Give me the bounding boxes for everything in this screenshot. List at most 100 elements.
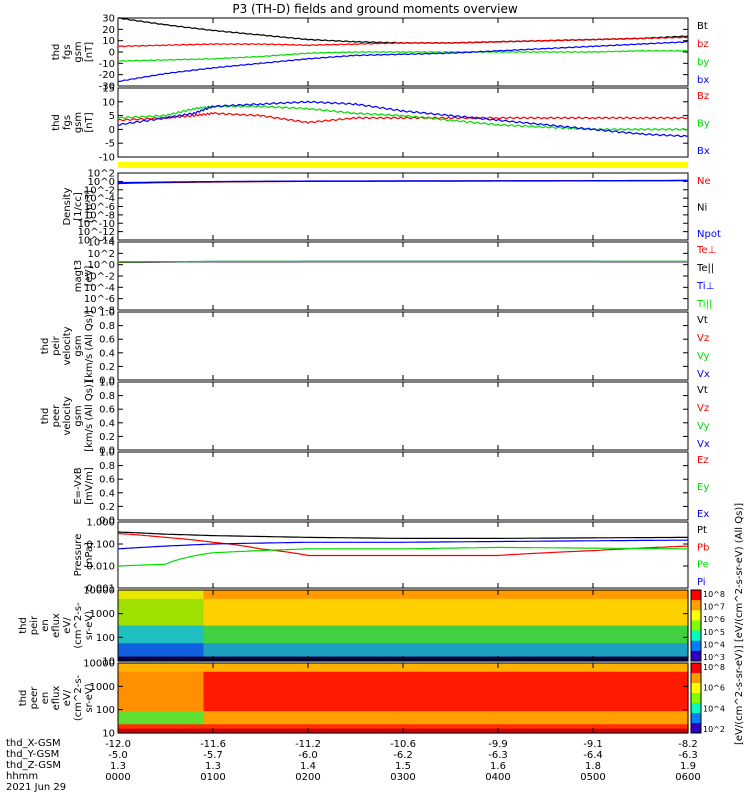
xaxis-x_gsm-value: -11.6 [200,739,226,750]
chart-title: P3 (TH-D) fields and ground moments over… [232,2,518,16]
panel-peer_eflux-colorbar-tick: 10^4 [703,704,725,713]
panel-pressure-ylabel: Pressure [nPa] [73,534,95,577]
panel-temperature-ytick-label: 10^-6 [84,294,115,305]
panel-fgs_gsm_zoom-ylabel: thd fgs gsm [nT] [51,112,95,133]
panel-peer_eflux-colorbar-segment [691,693,701,704]
panel-fgs_gsm-ytick-label: 20 [102,25,115,36]
panel-fgs_gsm-ytick-label: 30 [102,14,115,25]
panel-efield-ytick-label: 0.6 [99,475,115,486]
xaxis-hhmm-value: 0600 [675,772,700,783]
xaxis-y_gsm-value: -6.3 [488,750,508,761]
panel-density-ytick-label: 10^2 [88,169,115,180]
panel-peer_velocity-frame [117,381,689,451]
panel-peir_eflux-ylabel-line: (cm^2-s- [73,602,84,649]
panel-peir_eflux-colorbar-segment [691,640,701,652]
panel-temperature-ytick-label: 10^2 [88,249,115,260]
panel-density-ytick-label: 10^-6 [84,202,115,213]
panel-fgs_gsm_zoom-series-bx [117,100,689,138]
panel-temperature-ylabel: magt3 [eV] [73,260,95,293]
panel-peer_eflux-colorbar-segment [691,713,701,724]
panel-peir_velocity-frame [117,311,689,381]
panel-peir_eflux-ytick-label: 1000 [90,609,115,620]
panel-peir_eflux-ylabel-line: sr-eV) [84,611,95,640]
panel-peir_velocity-ytick-label: 1.0 [99,308,115,319]
panel-peer_eflux-colorbar-segment [691,683,701,694]
panel-pressure-series-pt [117,531,688,539]
panel-temperature-ylabel-line: [eV] [84,266,95,287]
xaxis-z_gsm-value: 1.3 [110,761,126,772]
panel-fgs_gsm-series-bx [117,40,689,83]
panel-peir_velocity-legend-vy: Vy [697,351,710,362]
panel-peir_velocity-ylabel: thd peir velocity gsm [km/s (All Qs)] [40,310,95,382]
panel-peer_eflux-ytick-label: 100 [96,705,115,716]
panel-peir_eflux-colorbar [690,589,702,662]
panel-peer_velocity-ytick-label: 0.6 [99,405,115,416]
panel-peer_eflux-colorbar-segment [691,703,701,714]
panel-density-legend-ni: Ni [697,203,707,214]
panel-efield-legend-ex: Ex [697,509,709,520]
xaxis-hhmm-value: 0300 [390,772,415,783]
panel-peer_eflux-colorbar-segment [691,673,701,684]
panel-peer_eflux-ylabel-line: (cm^2-s- [73,674,84,721]
panel-peer_eflux-ylabel-line: sr-eV) [84,683,95,712]
panel-peir_eflux-colorbar-segment [691,610,701,621]
panel-peer_velocity-ylabel-line: velocity [62,396,73,435]
panel-pressure-series-pb [117,532,689,557]
panel-density-ylabel-line: [1/cc] [73,192,84,221]
panel-peir_eflux-ylabel-line: eflux [51,613,62,638]
panel-efield-ytick-label: 0.2 [99,502,115,513]
panel-peir_velocity-ytick-label: 0.6 [99,335,115,346]
panel-efield-ytick-label: 0.0 [99,516,115,527]
panel-temperature-legend-ti: Ti⊥ [696,281,714,292]
panel-peer_velocity-legend-vy: Vy [697,421,710,432]
panel-peer_velocity-ytick-label: 0.2 [99,432,115,443]
panel-peir_eflux-colorbar-tick: 10^8 [703,590,725,599]
panel-density-ytick-label: 10^-10 [78,219,115,230]
panel-fgs_gsm_zoom-ylabel-line: thd [51,114,62,131]
panel-pressure-legend-pt: Pt [697,525,707,536]
panel-peir_eflux-colorbar-segment [691,600,701,611]
panel-efield-frame [117,451,689,521]
panel-fgs_gsm-ylabel: thd fgs gsm [nT] [51,41,95,62]
xaxis-y_gsm-value: -6.2 [393,750,413,761]
colorbar-title: [eV/(cm^2-s-sr-eV)] [eV/(cm^2-s-sr-eV) (… [734,503,745,745]
xaxis-x_gsm-value: -9.9 [488,739,508,750]
panel-peir_eflux-colorbar-segment [691,620,701,632]
panel-fgs_gsm-ylabel-line: [nT] [84,42,95,62]
panel-efield-legend-ez: Ez [697,455,709,466]
panel-fgs_gsm-series-by [118,49,689,62]
panel-efield-ylabel: E=-VxB [mV/m] [73,467,95,505]
panel-pressure-legend-pi: Pi [697,577,706,588]
panel-fgs_gsm-ytick-label: 10 [102,36,115,47]
panel-fgs_gsm-ytick-label: -20 [99,70,115,81]
panel-peer_eflux-spectrogram [118,663,689,734]
panel-fgs_gsm-ytick-label: -30 [99,82,115,93]
panel-pressure-legend-pb: Pb [697,542,709,553]
xaxis-z_gsm-value: 1.6 [490,761,506,772]
xaxis-y_gsm-value: -6.0 [298,750,318,761]
xaxis-y_gsm-value: -5.7 [203,750,223,761]
panel-peir_velocity-ytick-label: 0.0 [99,376,115,387]
panel-peir_eflux-ytick-label: 10 [102,657,115,668]
panel-temperature-legend-ti: Ti|| [696,299,712,310]
xaxis-z_gsm-value: 1.9 [680,761,696,772]
panel-pressure-ytick-label: 0.100 [86,540,115,551]
panel-peer_eflux-ylabel-line: thd [18,690,29,707]
panel-peer_eflux-ylabel-line: eV/ [62,689,73,706]
panel-temperature-ylabel-line: magt3 [73,260,84,293]
panel-efield-ylabel-line: E=-VxB [73,467,84,504]
xaxis-y_gsm-value: -6.4 [583,750,603,761]
panel-density-ytick-label: 10^-12 [78,227,115,238]
panel-peer_eflux-ylabel-line: en [40,692,51,705]
panel-fgs_gsm_zoom-ytick-label: -10 [99,153,115,164]
panel-peer_eflux-colorbar-segment [691,663,701,674]
panel-peir_velocity-ytick-label: 0.2 [99,362,115,373]
panel-peir_eflux-ylabel-line: thd [18,617,29,634]
panel-fgs_gsm_zoom-legend-bx: Bx [697,146,710,157]
panel-peer_eflux-colorbar-segment [691,723,701,734]
panel-fgs_gsm-ylabel-line: thd [51,44,62,61]
panel-peer_velocity-ylabel-line: peer [51,404,62,428]
panel-pressure-ytick-label: 0.001 [86,584,115,595]
panel-peer_velocity-legend-vx: Vx [697,439,710,450]
panel-peir_velocity-legend-vx: Vx [697,369,710,380]
